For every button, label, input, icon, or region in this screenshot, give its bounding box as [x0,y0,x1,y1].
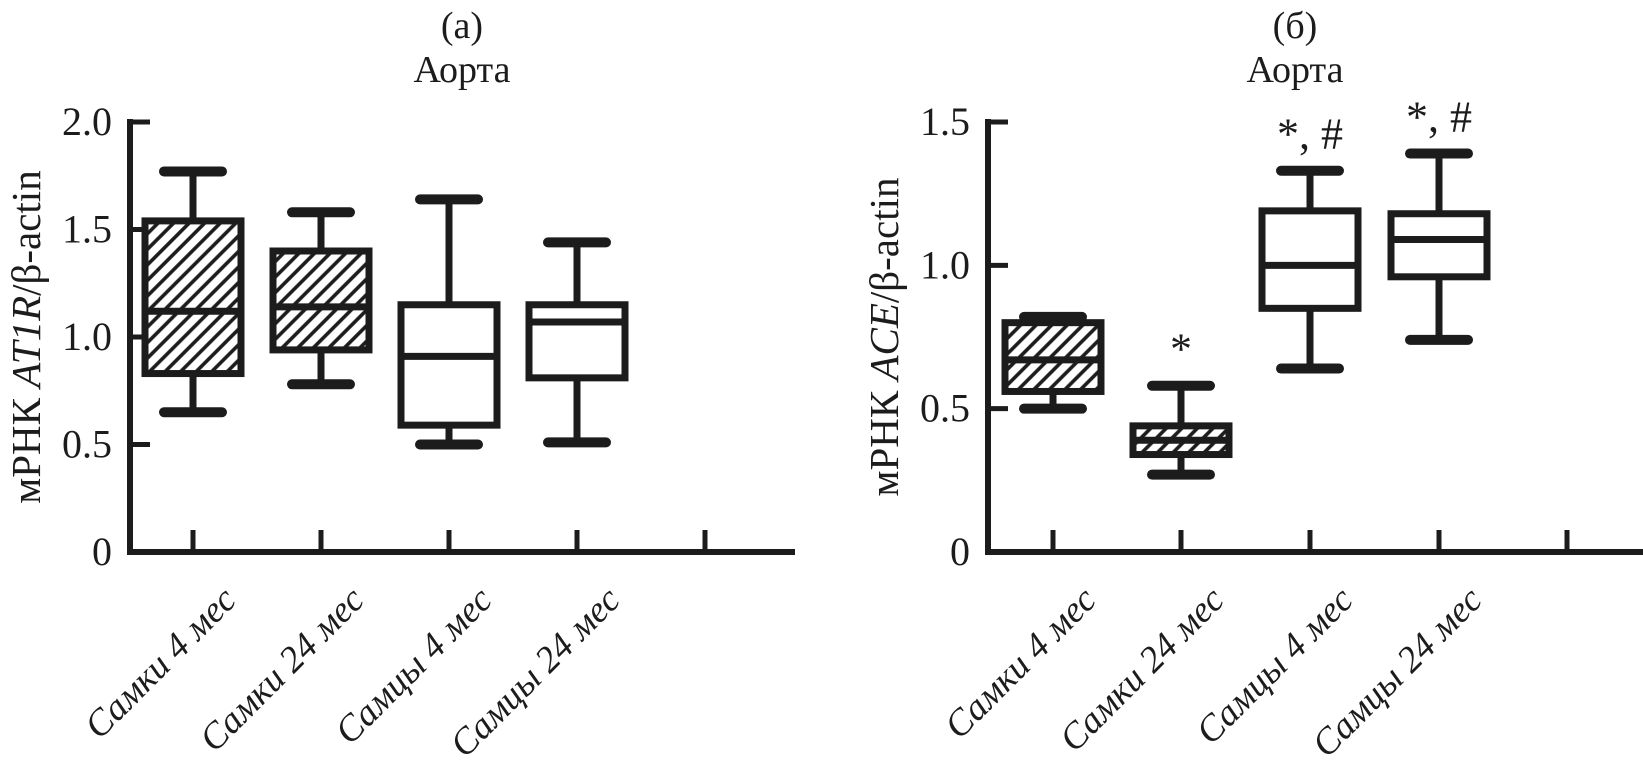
y-axis-label: мРНК AT1R/β-actin [3,170,49,503]
panel-title: Аорта [414,49,511,91]
y-axis-label: мРНК ACE/β-actin [861,178,907,497]
box-open [1387,210,1491,281]
box-group: *, # [1387,93,1491,345]
y-tick-label: 0.5 [62,422,112,467]
y-tick-label: 1.5 [62,207,112,252]
y-tick-label: 1.0 [920,242,970,287]
box-group: *, # [1258,110,1362,374]
box-hatched [141,217,245,378]
significance-annotation: *, # [1406,93,1472,142]
box-group [141,166,245,418]
box-group [525,237,629,448]
y-tick-label: 0 [92,529,112,574]
box-group [269,207,373,390]
y-tick-label: 1.0 [62,314,112,359]
significance-annotation: *, # [1277,110,1343,159]
box-hatched [269,247,373,354]
panel-label: (б) [1273,5,1318,47]
box-group [1001,311,1105,414]
significance-annotation: * [1170,325,1192,374]
box-open [1258,207,1362,312]
panel-label: (а) [441,5,483,47]
y-tick-label: 1.5 [920,99,970,144]
box-group: * [1129,325,1233,480]
box-group [397,194,501,450]
y-tick-label: 2.0 [62,99,112,144]
box-open [525,301,629,382]
y-tick-label: 0.5 [920,386,970,431]
y-tick-label: 0 [950,529,970,574]
panel-title: Аорта [1247,49,1344,91]
box-open [397,301,501,429]
